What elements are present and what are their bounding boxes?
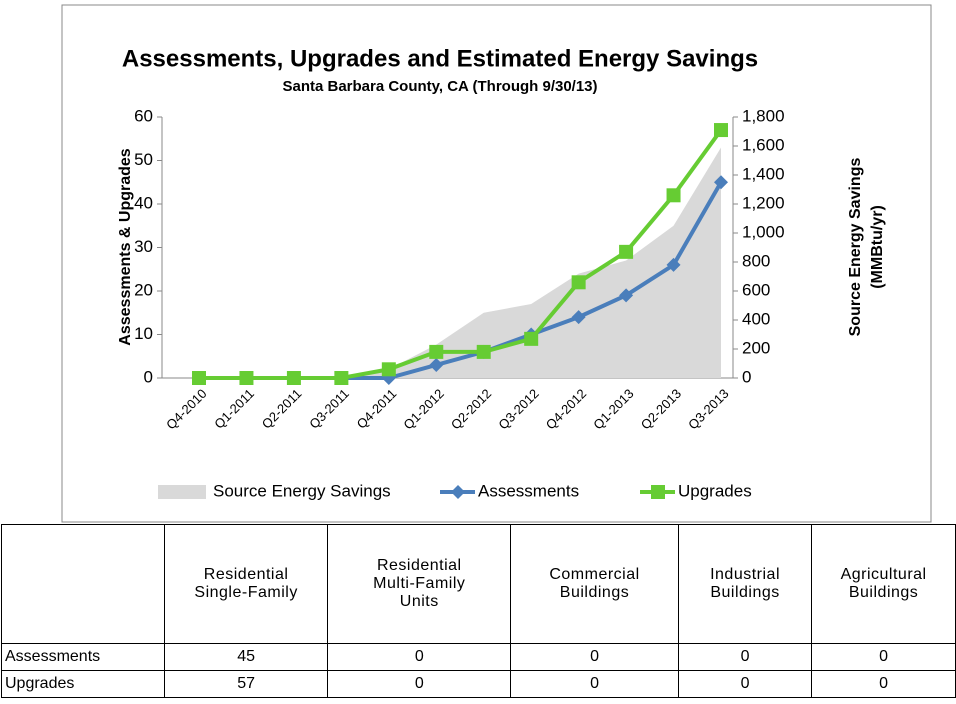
y2-tick-label: 600: [742, 280, 770, 299]
header-cell: Industrial Buildings: [677, 524, 813, 644]
y2-axis-title: (MMBtu/yr): [869, 205, 886, 289]
value-cell: 0: [510, 643, 679, 671]
marker: [571, 310, 586, 325]
y-tick-label: 0: [144, 367, 153, 386]
header-cell: Residential Single-Family: [163, 524, 329, 644]
header-line: Single-Family: [194, 584, 298, 601]
table-row: Upgrades 57 0 0 0 0: [1, 670, 956, 698]
chart: Assessments, Upgrades and Estimated Ener…: [61, 4, 932, 523]
y2-tick-label: 200: [742, 338, 770, 357]
header-line: Multi-Family: [373, 575, 466, 592]
y2-tick-label: 1,400: [742, 164, 785, 183]
marker: [666, 188, 681, 203]
y2-tick-label: 400: [742, 309, 770, 328]
header-line: Buildings: [848, 584, 919, 601]
y-axis-title: Assessments & Upgrades: [117, 148, 134, 346]
header-line: Residential: [376, 557, 462, 574]
marker: [334, 371, 349, 385]
marker: [619, 244, 634, 259]
legend-label: Source Energy Savings: [213, 481, 391, 500]
y-tick-label: 10: [134, 324, 153, 343]
value-cell: 0: [327, 670, 512, 698]
area: [199, 147, 721, 378]
header-line: Units: [399, 593, 439, 610]
marker: [192, 371, 206, 385]
header-cell: Residential Multi-Family Units: [327, 524, 512, 644]
legend-swatch: [158, 485, 206, 499]
value-cell: 0: [677, 670, 813, 698]
header-cell: Commercial Buildings: [510, 524, 679, 644]
marker: [714, 175, 728, 190]
header-line: Agricultural: [840, 566, 927, 583]
value-cell: 0: [327, 643, 512, 671]
y-tick-label: 50: [134, 150, 153, 169]
legend-label: Assessments: [478, 481, 579, 500]
y-tick-label: 40: [134, 193, 153, 212]
header-cell: Agricultural Buildings: [811, 524, 956, 644]
marker: [666, 257, 681, 272]
value-cell: 0: [510, 670, 679, 698]
y-tick-label: 30: [134, 237, 153, 256]
marker: [286, 371, 301, 385]
y2-tick-label: 1,600: [742, 135, 785, 154]
row-label: Assessments: [1, 643, 165, 671]
y2-axis-title: Source Energy Savings: [847, 158, 864, 337]
legend-marker: [451, 485, 465, 499]
marker: [571, 275, 586, 290]
marker: [476, 344, 491, 359]
value-cell: 45: [163, 643, 329, 671]
chart-title: Assessments, Upgrades and Estimated Ener…: [122, 45, 758, 72]
data-table: Residential Single-Family Residential Multi…: [1, 524, 956, 698]
y2-tick-label: 1,200: [742, 193, 785, 212]
value-cell: 0: [677, 643, 813, 671]
legend-marker: [651, 485, 665, 499]
marker: [429, 357, 444, 372]
header-line: Industrial: [710, 566, 780, 583]
y-tick-label: 60: [134, 106, 153, 125]
legend-label: Upgrades: [678, 481, 752, 500]
marker: [524, 331, 539, 346]
table-row: Assessments 45 0 0 0 0: [1, 643, 956, 671]
header-row: Residential Single-Family Residential Multi…: [1, 524, 956, 644]
y2-tick-label: 0: [742, 367, 751, 386]
marker: [381, 362, 396, 377]
header-cell: [1, 524, 165, 644]
chart-subtitle: Santa Barbara County, CA (Through 9/30/1…: [282, 78, 597, 95]
header-line: Buildings: [559, 584, 630, 601]
marker: [619, 288, 634, 303]
row-label: Upgrades: [1, 670, 165, 698]
marker: [239, 371, 254, 385]
y2-tick-label: 1,800: [742, 106, 785, 125]
value-cell: 0: [811, 670, 956, 698]
y2-tick-label: 1,000: [742, 222, 785, 241]
line: [199, 128, 723, 380]
marker: [714, 123, 728, 138]
y2-tick-label: 800: [742, 251, 770, 270]
value-cell: 0: [811, 643, 956, 671]
chart-frame: [61, 4, 932, 523]
marker: [429, 344, 444, 359]
value-cell: 57: [163, 670, 329, 698]
header-line: Commercial: [549, 566, 640, 583]
y-tick-label: 20: [134, 280, 153, 299]
header-line: Buildings: [710, 584, 780, 601]
header-line: Residential: [203, 566, 289, 583]
